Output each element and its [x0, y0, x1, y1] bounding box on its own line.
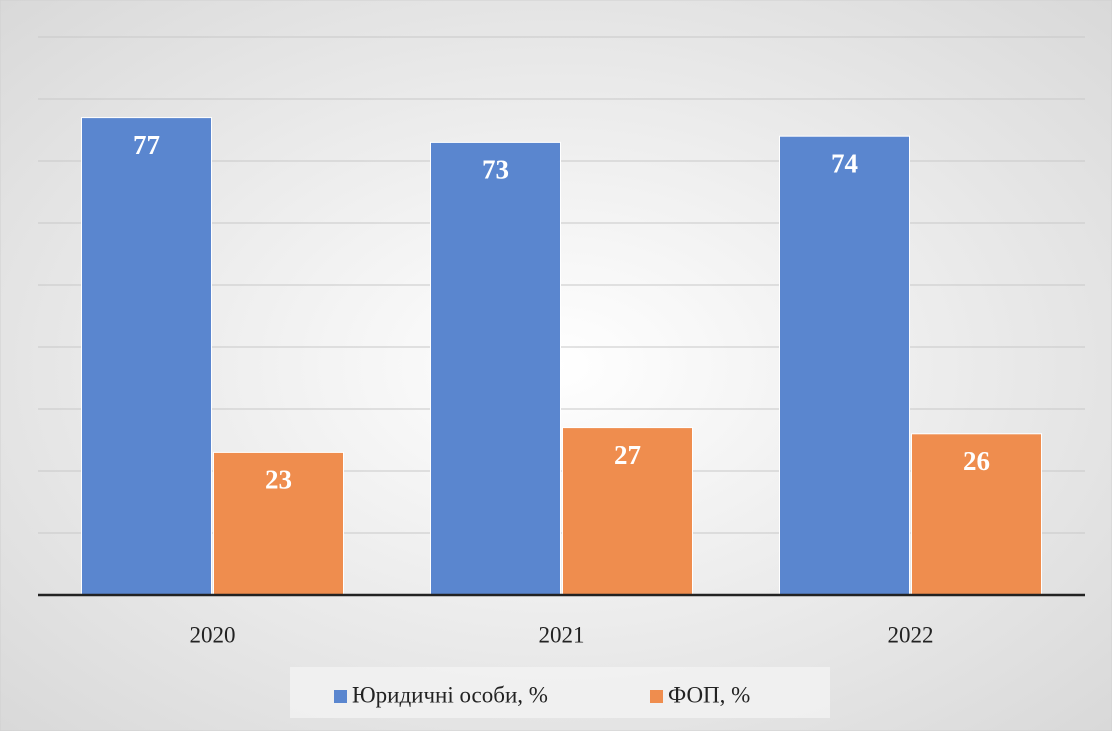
- x-tick-label: 2020: [190, 622, 236, 647]
- data-label: 77: [133, 130, 160, 160]
- bar: [562, 427, 693, 596]
- legend-swatch: [334, 690, 347, 703]
- bar: [779, 135, 910, 596]
- data-label: 26: [963, 446, 990, 476]
- data-label: 73: [482, 155, 509, 185]
- x-tick-label: 2021: [539, 622, 585, 647]
- legend-label: Юридичні особи, %: [352, 682, 548, 707]
- data-label: 27: [614, 440, 641, 470]
- data-label: 74: [831, 148, 858, 178]
- bar: [81, 117, 212, 596]
- legend-label: ФОП, %: [668, 682, 750, 707]
- legend-box: [290, 667, 830, 718]
- x-tick-label: 2022: [888, 622, 934, 647]
- bar: [911, 433, 1042, 596]
- bar: [430, 141, 561, 596]
- legend-swatch: [650, 690, 663, 703]
- bar: [213, 451, 344, 596]
- data-label: 23: [265, 465, 292, 495]
